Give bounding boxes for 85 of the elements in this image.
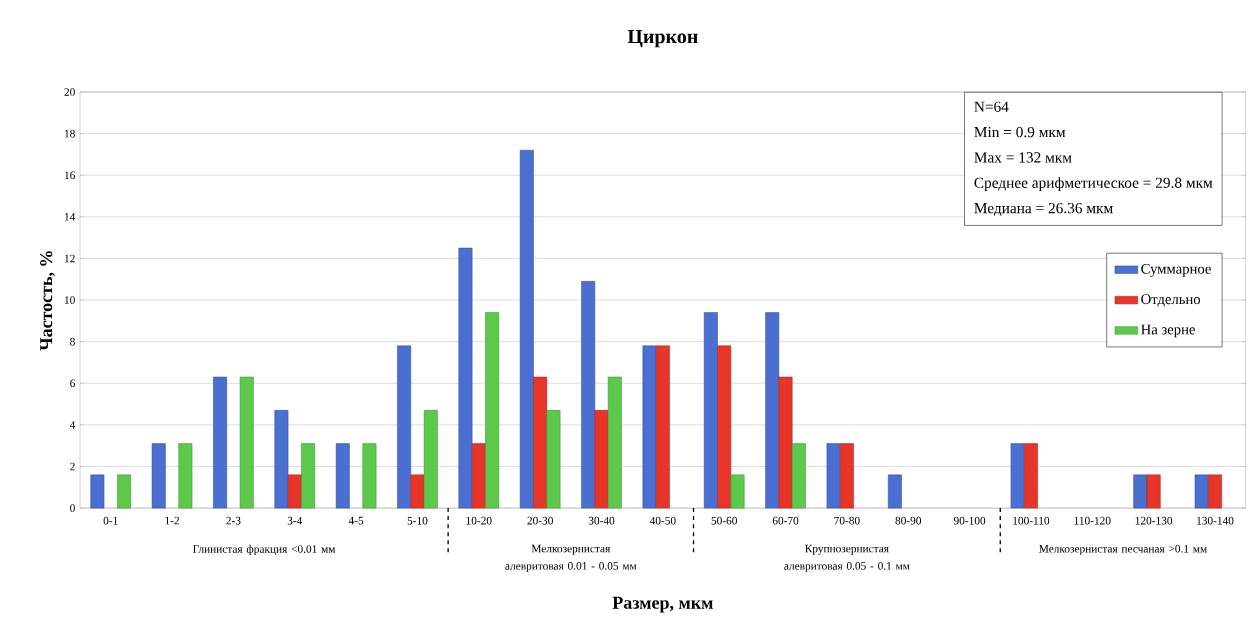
bar [178, 443, 193, 509]
x-tick-label: 70-80 [834, 516, 860, 525]
bar [117, 474, 131, 509]
legend-label: Суммарное [1141, 263, 1211, 277]
bar [1133, 474, 1148, 509]
bar [1146, 474, 1161, 509]
x-tick-label: 10-20 [466, 516, 492, 525]
legend-label: Отдельно [1141, 294, 1201, 307]
y-tick-label: 12 [64, 254, 75, 263]
bar [1024, 443, 1038, 509]
bar [826, 443, 841, 509]
x-tick-label: 120-130 [1135, 516, 1173, 525]
bar [765, 312, 780, 509]
x-tick-label: 5-10 [407, 516, 428, 525]
bar [410, 474, 425, 509]
text: Крупнозернистая алевритовая 0.05 - 0.1 мм [784, 544, 910, 573]
annotation: Min = 0.9 мкм [974, 126, 1066, 138]
bar [546, 410, 561, 509]
x-tick-label: 4-5 [348, 516, 364, 525]
x-tick-label: 40-50 [649, 516, 676, 525]
x-tick-label: 90-100 [953, 516, 986, 525]
bar [1010, 443, 1025, 509]
y-tick-label: 14 [64, 213, 76, 221]
x-tick-label: 100-110 [1013, 516, 1050, 525]
y-tick-label: 16 [64, 171, 75, 180]
bar [471, 443, 486, 509]
bar [839, 443, 854, 509]
bar [274, 410, 289, 509]
bar [151, 443, 166, 509]
x-tick-label: 20-30 [527, 516, 553, 525]
x-tick-label: 3-4 [287, 516, 303, 525]
x-tick-label: 60-70 [772, 516, 799, 525]
y-tick-label: 10 [64, 296, 75, 304]
annotation: Медиана = 26.36 мкм [974, 203, 1113, 217]
y-tick-label: 0 [70, 504, 75, 512]
y-tick-label: 8 [70, 337, 75, 346]
y-tick-label: 18 [64, 129, 75, 138]
annotation: Среднее арифметическое = 29.8 мкм [974, 177, 1213, 192]
text: Мелкозернистая песчаная >0.1 мм [1039, 544, 1207, 555]
x-tick-label: 30-40 [588, 516, 615, 525]
bar [485, 312, 500, 509]
x-tick-label: 110-120 [1074, 516, 1111, 525]
bar [607, 376, 622, 509]
annotation: N=64 [974, 101, 1009, 112]
y-tick-label: 6 [70, 379, 75, 388]
bar [90, 474, 105, 509]
y-axis-title: Частость, % [40, 251, 55, 351]
annotation: Max = 132 мкм [974, 152, 1072, 163]
bar [642, 345, 657, 509]
bar [717, 345, 732, 509]
bar [362, 443, 377, 509]
x-tick-label: 1-2 [165, 516, 179, 525]
x-tick-label: 50-60 [711, 516, 737, 525]
bar [581, 281, 596, 509]
bar [239, 376, 254, 509]
x-axis-title: Размер, мкм [612, 596, 713, 613]
bar [778, 376, 793, 509]
bar [1208, 474, 1222, 509]
x-tick-label: 0-1 [103, 516, 118, 525]
bar [533, 376, 548, 509]
bar [703, 312, 718, 509]
x-tick-label: 130-140 [1197, 516, 1234, 525]
y-tick-label: 4 [69, 421, 76, 429]
bar [287, 474, 302, 509]
bar [730, 474, 745, 509]
x-tick-label: 80-90 [895, 516, 922, 525]
legend-label: На зерне [1141, 324, 1195, 338]
bar [335, 443, 350, 509]
x-tick-label: 2-3 [226, 516, 241, 525]
bar [655, 345, 670, 509]
bar [301, 443, 316, 509]
bar [887, 474, 902, 509]
bar [213, 376, 228, 509]
bar [397, 345, 412, 509]
chart-title: Циркон [627, 29, 698, 48]
y-tick-label: 2 [70, 462, 75, 471]
text: Глинистая фракция <0.01 мм [193, 544, 336, 556]
bar [458, 247, 473, 509]
bar [519, 150, 534, 509]
bar [791, 443, 806, 509]
bar [1194, 474, 1209, 509]
text: Мелкозернистая алевритовая 0.01 - 0.05 мм [505, 544, 637, 573]
bar [423, 410, 438, 509]
bar [594, 410, 609, 509]
y-tick-label: 20 [64, 88, 75, 96]
